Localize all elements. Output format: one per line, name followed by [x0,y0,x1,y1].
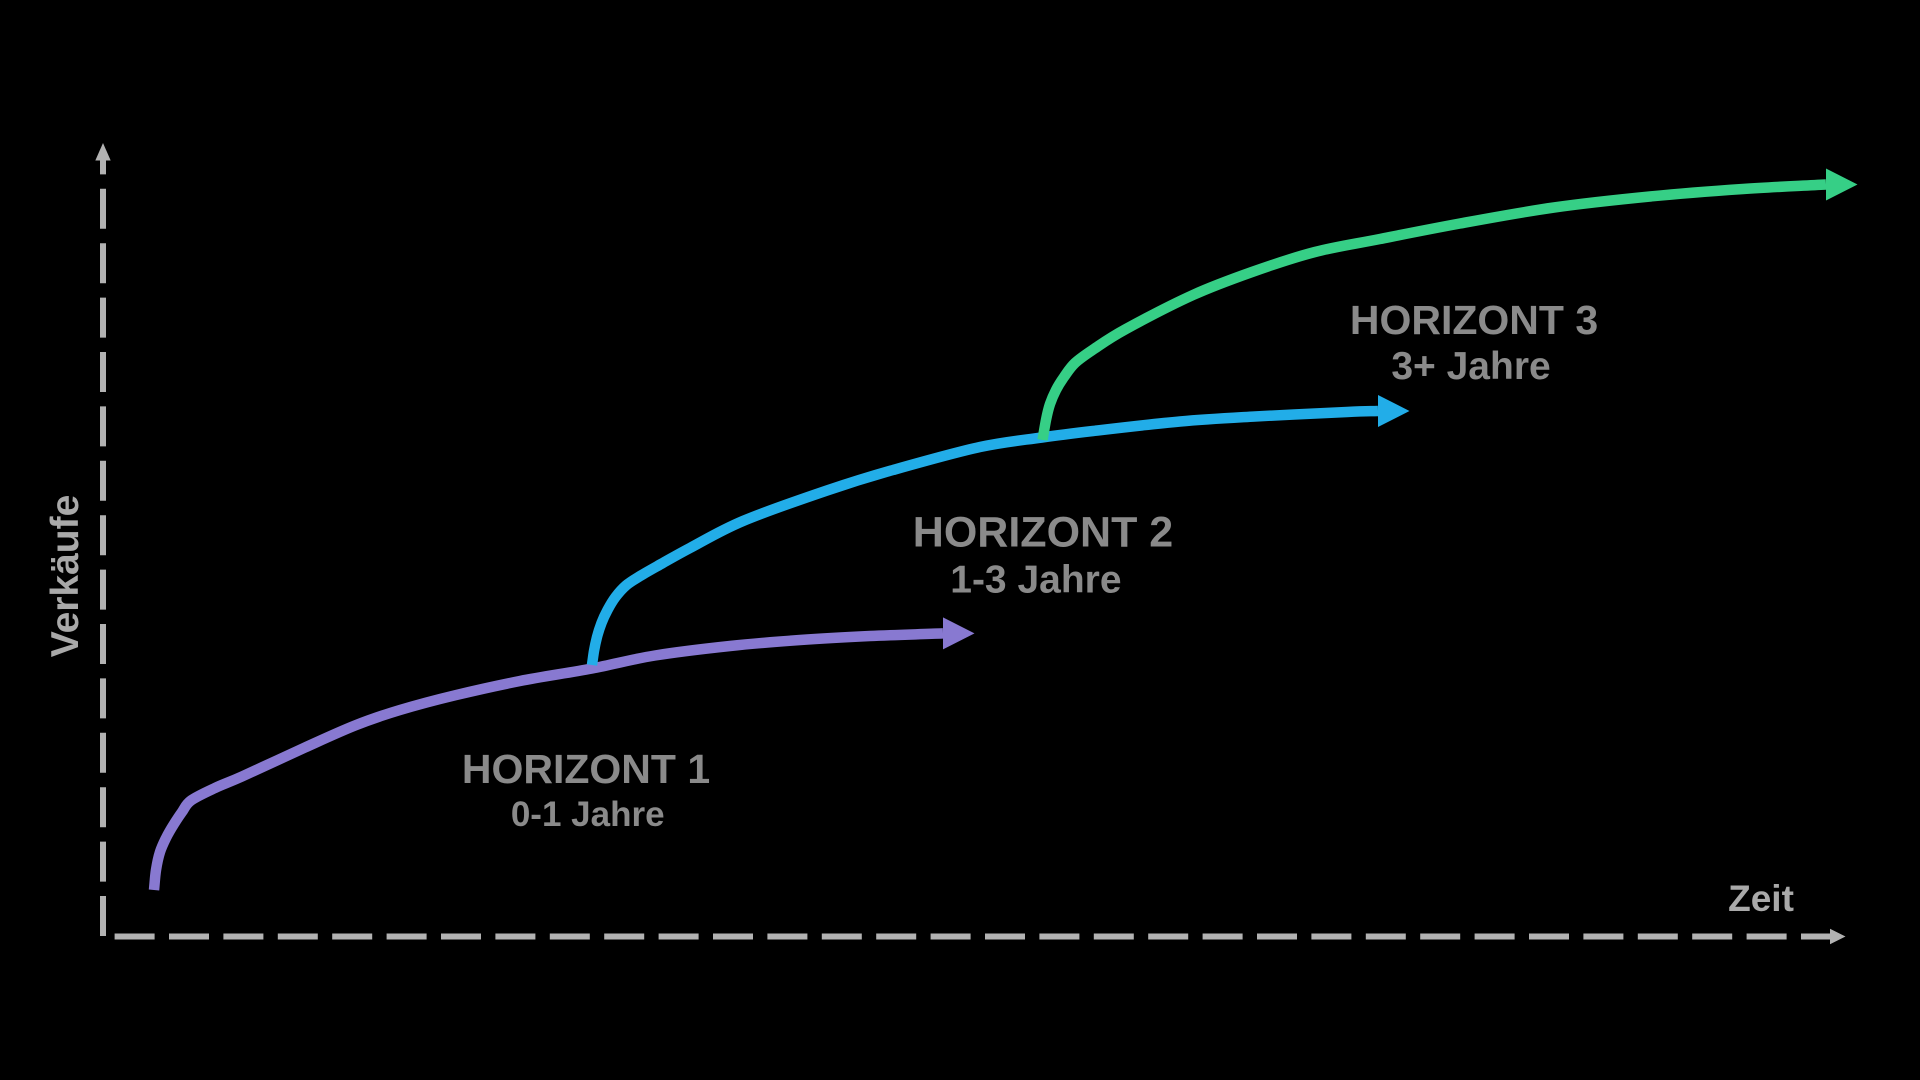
svg-text:Verkäufe: Verkäufe [44,495,87,658]
svg-text:3+ Jahre: 3+ Jahre [1391,345,1550,388]
svg-text:Zeit: Zeit [1728,878,1794,919]
svg-text:0-1 Jahre: 0-1 Jahre [511,795,665,834]
svg-text:HORIZONT 2: HORIZONT 2 [913,509,1173,557]
svg-text:1-3 Jahre: 1-3 Jahre [950,559,1121,602]
svg-text:HORIZONT 1: HORIZONT 1 [462,746,710,792]
svg-text:HORIZONT 3: HORIZONT 3 [1350,297,1598,343]
